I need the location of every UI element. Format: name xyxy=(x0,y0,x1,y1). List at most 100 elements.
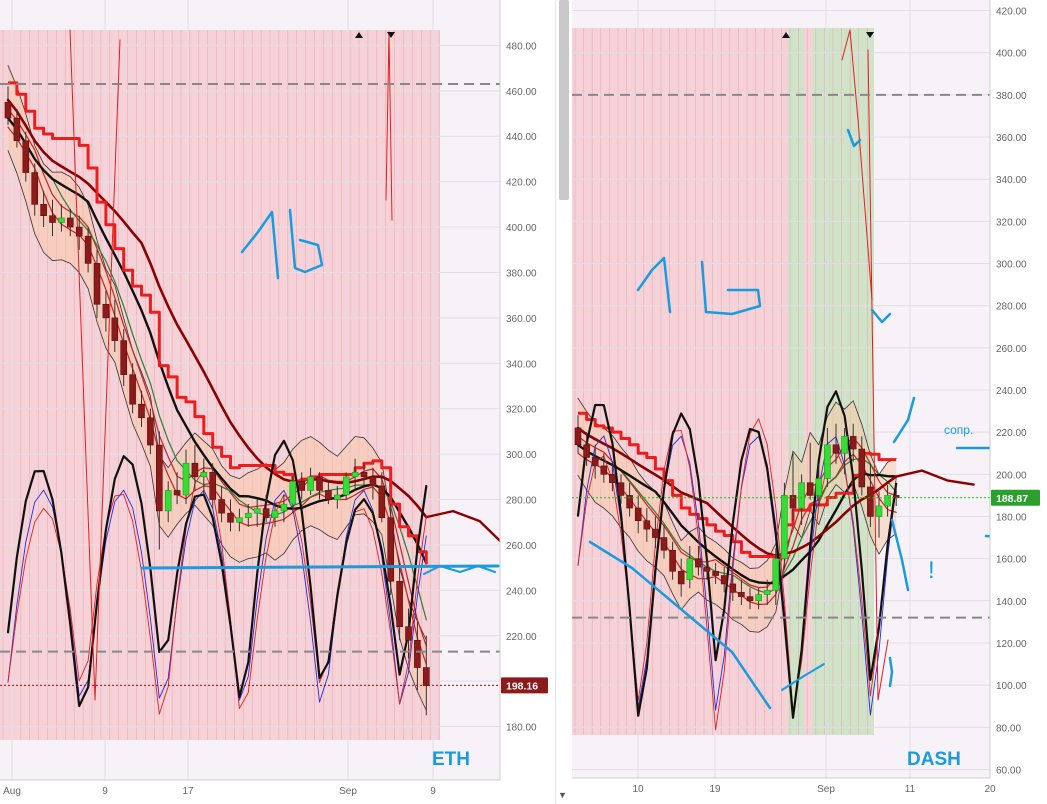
candle-body xyxy=(574,427,582,446)
candle-body xyxy=(191,462,199,478)
down-marker-icon xyxy=(387,32,395,38)
candle xyxy=(746,588,754,610)
candle xyxy=(378,472,386,523)
candle-body xyxy=(298,481,306,491)
candle xyxy=(236,508,243,532)
candle xyxy=(695,546,702,576)
candle-body xyxy=(712,570,719,576)
candle-body xyxy=(280,503,288,512)
candle-body xyxy=(832,444,840,454)
candle xyxy=(342,472,350,500)
ma-darkred xyxy=(6,98,428,519)
y-tick-label: 160.00 xyxy=(996,555,1027,566)
symbol-label: ETH xyxy=(432,749,470,770)
candle-body xyxy=(686,558,694,581)
y-tick-label: 380.00 xyxy=(506,268,537,279)
x-tick-label: Aug xyxy=(3,786,21,797)
candle-body xyxy=(677,570,685,585)
candle-body xyxy=(164,490,172,512)
x-tick-label: 9 xyxy=(102,786,108,797)
candle-body xyxy=(22,140,30,173)
candle xyxy=(806,442,814,500)
candle-body xyxy=(789,495,797,509)
candle xyxy=(849,423,857,462)
candle xyxy=(147,408,154,455)
price-axis-bg xyxy=(500,0,555,804)
symbol-label: DASH xyxy=(907,749,961,770)
candle xyxy=(634,495,642,534)
candle-body xyxy=(858,448,866,488)
candle-body xyxy=(405,626,412,641)
bullish-zone xyxy=(788,28,804,735)
candle-body xyxy=(755,594,762,602)
candle-body xyxy=(387,517,395,582)
candle xyxy=(129,363,136,414)
dash-chart-panel[interactable]: DASH сопр.! 60.00 80.00 100.00 120.00 140.00 1… xyxy=(572,0,1047,804)
candle-body xyxy=(289,481,297,505)
y-tick-label: 380.00 xyxy=(996,91,1027,102)
candle xyxy=(660,524,668,559)
candle-body xyxy=(227,512,234,523)
candle xyxy=(209,463,216,509)
candle-body xyxy=(4,101,12,119)
candle xyxy=(617,474,625,504)
x-tick-label: 20 xyxy=(984,784,996,795)
last-price-badge xyxy=(501,677,548,694)
candle-body xyxy=(209,471,216,500)
candle xyxy=(686,546,694,589)
oscillator-black xyxy=(6,439,428,708)
eth-chart-panel[interactable]: ETH 180.00200.00220.00240.00260.00280.00… xyxy=(0,0,555,804)
y-tick-label: 200.00 xyxy=(996,470,1027,481)
candle xyxy=(626,482,633,517)
eth-chart[interactable]: ETH 180.00200.00220.00240.00260.00280.00… xyxy=(0,0,555,804)
candle xyxy=(422,635,430,716)
candle-body xyxy=(333,494,341,500)
candle xyxy=(49,199,56,237)
candle-body xyxy=(746,596,754,602)
candle-body xyxy=(798,482,805,509)
candle xyxy=(58,204,65,232)
candle xyxy=(173,472,181,505)
candle-body xyxy=(156,444,163,512)
y-tick-label: 260.00 xyxy=(996,344,1027,355)
candle-body xyxy=(120,340,127,375)
candle-body xyxy=(111,317,119,341)
dash-chart[interactable]: DASH сопр.! 60.00 80.00 100.00 120.00 140.00 1… xyxy=(572,0,1047,804)
candle xyxy=(369,467,377,500)
tick-annotation xyxy=(888,656,894,688)
down-arrow-annotation xyxy=(870,308,892,324)
resistance-note-label: сопр. xyxy=(944,423,973,437)
down-marker-icon xyxy=(866,32,874,38)
ma-projection xyxy=(895,469,975,486)
candle-body xyxy=(600,465,608,475)
candle xyxy=(824,427,831,487)
candle-body xyxy=(815,478,823,496)
spike-line xyxy=(69,29,121,701)
candle-body xyxy=(67,217,74,228)
candle-body xyxy=(84,235,92,264)
candle-body xyxy=(49,215,56,223)
candle xyxy=(841,427,848,475)
candle-body xyxy=(325,490,332,500)
candle xyxy=(712,562,719,584)
x-tick-label: 17 xyxy=(182,786,194,797)
candle-body xyxy=(660,537,668,551)
candle-body xyxy=(75,226,83,237)
candle xyxy=(120,329,127,386)
scroll-down-arrow-icon[interactable]: ▼ xyxy=(558,790,567,800)
scrollbar-thumb[interactable] xyxy=(559,0,569,200)
candle xyxy=(781,482,788,570)
candle-body xyxy=(342,476,350,496)
y-tick-label: 280.00 xyxy=(996,302,1027,313)
stepped-line xyxy=(578,411,897,560)
x-tick-label: 9 xyxy=(430,786,436,797)
candle xyxy=(164,481,172,523)
exclamation-note-label: ! xyxy=(928,557,935,584)
candle-body xyxy=(58,217,65,223)
time-axis-bg xyxy=(572,778,1047,804)
candle xyxy=(798,474,805,525)
candle xyxy=(574,415,582,454)
candle xyxy=(316,472,323,500)
candle-body xyxy=(369,476,377,487)
candle xyxy=(298,472,306,500)
